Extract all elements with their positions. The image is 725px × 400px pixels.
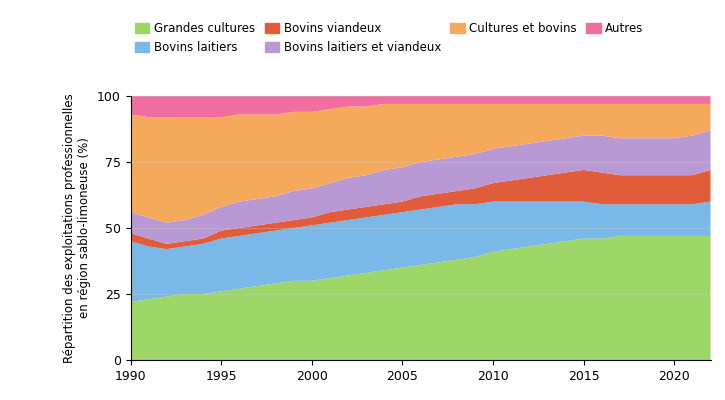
Y-axis label: Répartition des exploitations professionnelles
en région sablo-limoneuse (%): Répartition des exploitations profession…: [63, 93, 91, 363]
Legend: Grandes cultures, Bovins laitiers, Bovins viandeux, Bovins laitiers et viandeux,: Grandes cultures, Bovins laitiers, Bovin…: [130, 18, 648, 59]
